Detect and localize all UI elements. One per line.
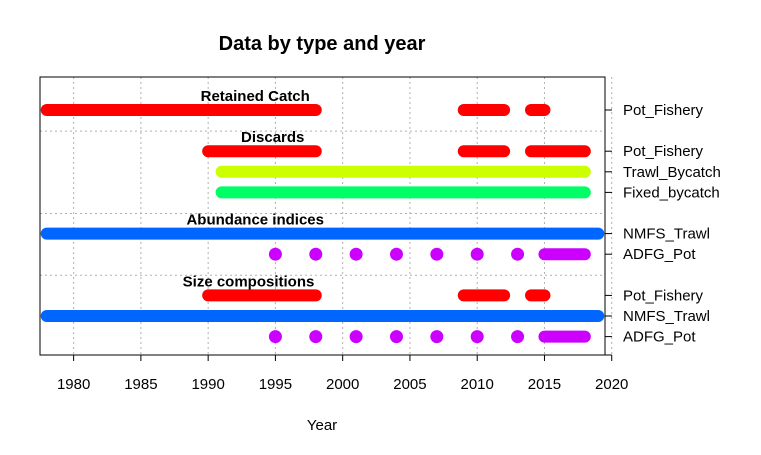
x-tick-label: 1985 [124, 376, 157, 393]
data-point [309, 247, 323, 261]
row-label: ADFG_Pot [623, 329, 696, 346]
data-point [470, 247, 484, 261]
row-label: NMFS_Trawl [623, 308, 710, 325]
chart-title: Data by type and year [219, 33, 426, 55]
group-label: Retained Catch [201, 88, 310, 105]
grid [40, 77, 613, 355]
x-tick-label: 1990 [191, 376, 224, 393]
x-tick-label: 2005 [393, 376, 426, 393]
x-axis-label: Year [307, 417, 337, 434]
x-tick-label: 2015 [528, 376, 561, 393]
data-point [389, 330, 403, 344]
data-point [470, 330, 484, 344]
data-point [268, 247, 282, 261]
x-tick-label: 1980 [57, 376, 90, 393]
group-labels: Retained Catch Discards Abundance indices S… [183, 88, 324, 290]
x-tick-label: 2000 [326, 376, 359, 393]
y-axis-right: Pot_Fishery Pot_Fishery Trawl_Bycatch Fixed… [605, 102, 721, 346]
data-point [430, 247, 444, 261]
row-label: Pot_Fishery [623, 143, 704, 160]
x-tick-label: 2010 [461, 376, 494, 393]
row-label: NMFS_Trawl [623, 226, 710, 243]
x-axis: 1980 1985 1990 1995 2000 2005 2010 2015 2020 [57, 354, 628, 393]
data-point [511, 247, 525, 261]
group-label: Discards [241, 129, 304, 146]
row-label: Pot_Fishery [623, 102, 704, 119]
group-label: Size compositions [183, 273, 315, 290]
row-label: ADFG_Pot [623, 246, 696, 263]
data-point [430, 330, 444, 344]
data-point [511, 330, 525, 344]
data-marks [40, 104, 605, 344]
data-point [309, 330, 323, 344]
x-tick-label: 2020 [595, 376, 628, 393]
data-point [349, 247, 363, 261]
data-point [268, 330, 282, 344]
row-label: Trawl_Bycatch [623, 164, 721, 181]
group-label: Abundance indices [186, 212, 324, 229]
x-tick-label: 1995 [259, 376, 292, 393]
row-label: Pot_Fishery [623, 287, 704, 304]
row-label: Fixed_bycatch [623, 184, 720, 201]
data-point [349, 330, 363, 344]
data-point [389, 247, 403, 261]
